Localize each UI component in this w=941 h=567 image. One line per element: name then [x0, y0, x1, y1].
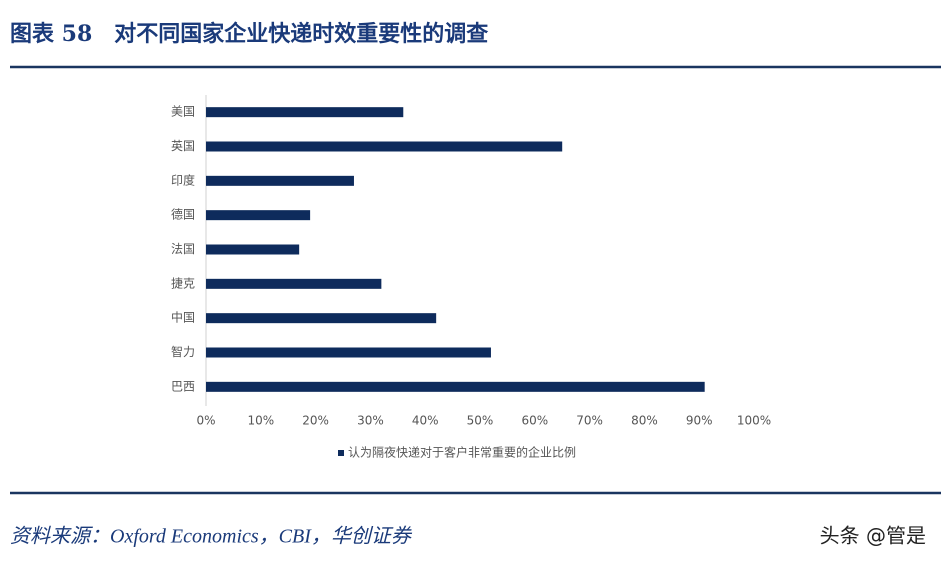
bar [206, 175, 354, 186]
y-tick-label: 中国 [171, 310, 195, 325]
y-tick-label: 智力 [171, 344, 195, 359]
y-tick-label: 巴西 [171, 379, 195, 393]
legend-label: 认为隔夜快递对于客户非常重要的企业比例 [348, 445, 576, 460]
x-tick-label: 30% [357, 414, 384, 428]
bar [206, 244, 300, 255]
bar [206, 313, 437, 324]
x-tick-label: 70% [576, 414, 603, 428]
x-tick-label: 80% [631, 414, 658, 428]
y-tick-label: 美国 [171, 105, 195, 119]
header-title: 图表 58 对不同国家企业快递时效重要性的调查 [10, 21, 488, 47]
watermark: 头条 @管是 [820, 524, 926, 548]
x-tick-label: 60% [521, 414, 548, 428]
x-tick-label: 10% [247, 414, 274, 428]
bar [206, 210, 311, 221]
source: 资料来源：Oxford Economics，CBI，华创证券 [10, 526, 413, 548]
bar [206, 347, 491, 358]
bar [206, 141, 563, 152]
bar [206, 278, 382, 289]
y-tick-label: 印度 [171, 172, 195, 187]
bar [206, 381, 705, 392]
x-tick-label: 20% [302, 414, 329, 428]
y-tick-label: 英国 [171, 139, 195, 153]
x-tick-label: 40% [412, 414, 439, 428]
y-tick-label: 法国 [171, 242, 195, 256]
x-tick-label: 50% [467, 414, 494, 428]
y-tick-label: 捷克 [171, 276, 195, 290]
x-tick-label: 0% [196, 414, 215, 428]
bar [206, 107, 404, 118]
x-tick-label: 100% [737, 414, 771, 428]
legend-swatch [338, 450, 344, 456]
x-tick-label: 90% [686, 414, 713, 428]
y-tick-label: 德国 [171, 207, 195, 222]
